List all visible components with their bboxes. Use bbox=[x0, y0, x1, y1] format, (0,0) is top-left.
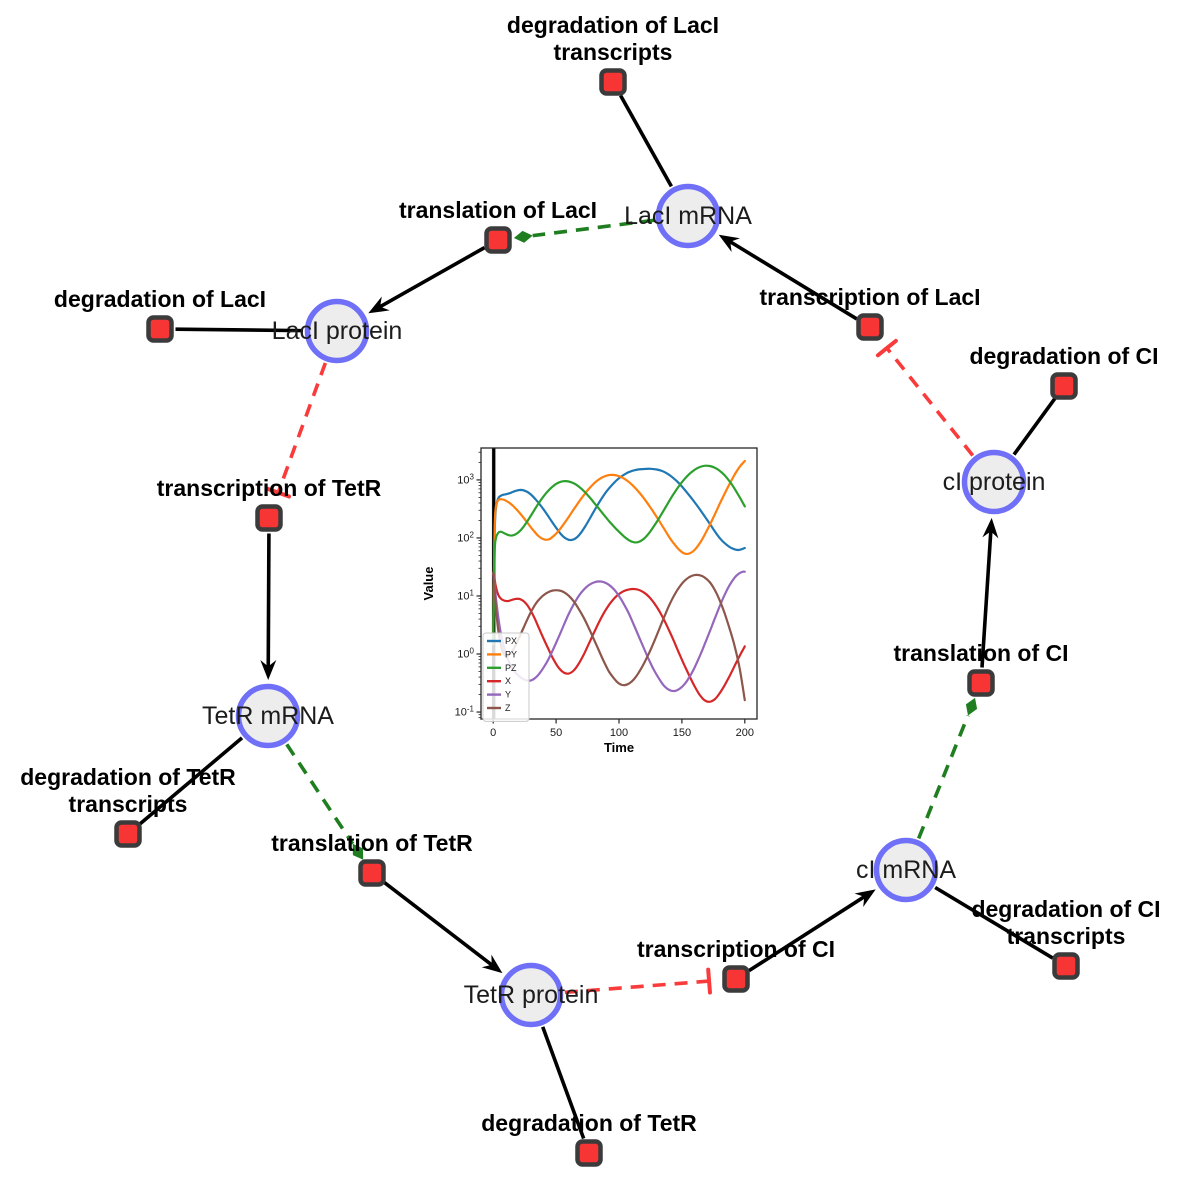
reaction-node-tl-tetr bbox=[358, 859, 386, 887]
x-tick-label: 0 bbox=[490, 727, 496, 739]
reaction-node-deg-ci-tx bbox=[1052, 952, 1080, 980]
reaction-node-deg-laci bbox=[146, 315, 174, 343]
reaction-node-tx-tetr bbox=[255, 504, 283, 532]
diamond-arrowhead-icon bbox=[352, 843, 364, 860]
edge-ci-mrna-to-deg-ci-tx-reactant bbox=[934, 885, 1054, 960]
edge-tl-ci-to-ci-protein-product bbox=[980, 517, 999, 668]
legend-label-PZ: PZ bbox=[505, 663, 517, 673]
edge-laci-mrna-to-deg-laci-tx-reactant bbox=[618, 94, 673, 188]
x-tick-label: 50 bbox=[550, 727, 562, 739]
chart-x-axis-label: Time bbox=[604, 740, 634, 755]
edge-line bbox=[748, 894, 866, 973]
legend-label-Z: Z bbox=[505, 703, 511, 713]
diamond-arrowhead-icon bbox=[513, 230, 533, 243]
edge-ci-protein-to-deg-ci-reactant bbox=[1012, 397, 1057, 456]
edges-layer bbox=[138, 94, 1057, 1140]
edge-tx-laci-to-laci-mrna-product bbox=[718, 234, 858, 321]
edge-laci-mrna-to-tl-laci-modifier bbox=[513, 218, 655, 243]
reaction-node-deg-tetr bbox=[575, 1139, 603, 1167]
edge-line bbox=[175, 327, 304, 333]
edge-line bbox=[916, 714, 970, 840]
y-tick-label: 101 bbox=[457, 588, 474, 602]
y-tick-label: 102 bbox=[457, 530, 474, 544]
edge-line bbox=[383, 881, 494, 967]
chart-legend: PX PY PZ XYZ bbox=[482, 632, 530, 722]
edge-laci-protein-to-deg-laci-reactant bbox=[175, 327, 304, 333]
chart-series-X bbox=[492, 571, 746, 703]
reaction-node-deg-ci bbox=[1050, 372, 1078, 400]
time-series-chart: 0 50 100 150 20010-1100101102103TimeValuePXP… bbox=[421, 447, 758, 755]
edge-line bbox=[378, 246, 486, 309]
edge-line bbox=[980, 530, 993, 668]
edge-tl-tetr-to-tetr-protein-product bbox=[383, 881, 503, 974]
edge-line bbox=[1012, 397, 1057, 456]
edge-line bbox=[266, 533, 271, 668]
x-tick-label: 100 bbox=[610, 727, 628, 739]
edge-line bbox=[934, 885, 1054, 960]
edge-tetr-protein-to-deg-tetr-reactant bbox=[541, 1026, 586, 1140]
chart-y-axis-label: Value bbox=[421, 567, 436, 601]
chart-series-PX bbox=[492, 467, 746, 645]
edge-line bbox=[138, 736, 244, 826]
edge-line bbox=[276, 362, 328, 494]
reaction-node-deg-laci-tx bbox=[599, 68, 627, 96]
legend-label-PX: PX bbox=[505, 636, 517, 646]
reaction-node-tl-ci bbox=[967, 669, 995, 697]
chart-series-Y bbox=[492, 570, 746, 693]
species-node-tetr-protein bbox=[498, 962, 564, 1028]
species-node-ci-protein bbox=[961, 449, 1027, 515]
y-tick-label: 100 bbox=[457, 647, 474, 661]
reaction-node-tx-laci bbox=[856, 313, 884, 341]
edge-tx-tetr-to-tetr-mrna-product bbox=[260, 533, 277, 680]
edge-line bbox=[885, 346, 975, 457]
edge-tl-laci-to-laci-protein-product bbox=[368, 246, 486, 314]
chart-series-group bbox=[492, 459, 746, 703]
chart-series-PY bbox=[492, 459, 746, 645]
edge-laci-protein-to-tx-tetr-inhibition bbox=[265, 362, 328, 499]
edge-ci-protein-to-tx-laci-inhibition bbox=[875, 338, 975, 457]
legend-label-PY: PY bbox=[505, 649, 517, 659]
x-tick-label: 200 bbox=[736, 727, 754, 739]
edge-line bbox=[564, 979, 710, 995]
edge-line bbox=[618, 94, 673, 188]
edge-line bbox=[532, 218, 655, 238]
species-node-ci-mrna bbox=[873, 837, 939, 903]
diamond-arrowhead-icon bbox=[965, 697, 978, 716]
y-tick-label: 10-1 bbox=[455, 705, 475, 719]
edge-line bbox=[285, 743, 355, 845]
y-tick-label: 103 bbox=[457, 472, 474, 486]
x-tick-label: 150 bbox=[673, 727, 691, 739]
arrowhead-icon bbox=[260, 660, 277, 680]
legend-label-Y: Y bbox=[505, 690, 511, 700]
edge-line bbox=[541, 1026, 586, 1140]
edge-line bbox=[728, 239, 858, 321]
chart-series-PZ bbox=[492, 464, 746, 645]
species-node-laci-protein bbox=[304, 298, 370, 364]
edge-tetr-mrna-to-tl-tetr-modifier bbox=[285, 743, 364, 860]
reaction-node-tl-laci bbox=[484, 226, 512, 254]
edge-ci-mrna-to-tl-ci-modifier bbox=[916, 697, 978, 840]
arrowhead-icon bbox=[718, 234, 740, 252]
edge-tetr-protein-to-tx-ci-inhibition bbox=[564, 967, 712, 995]
arrowhead-icon bbox=[368, 296, 390, 314]
arrowhead-icon bbox=[982, 517, 999, 539]
edge-tx-ci-to-ci-mrna-product bbox=[748, 889, 876, 973]
edge-tetr-mrna-to-deg-tetr-tx-reactant bbox=[138, 736, 244, 826]
legend-label-X: X bbox=[505, 676, 511, 686]
reaction-node-deg-tetr-tx bbox=[114, 820, 142, 848]
species-node-laci-mrna bbox=[655, 183, 721, 249]
reaction-node-tx-ci bbox=[722, 965, 750, 993]
species-node-tetr-mrna bbox=[235, 683, 301, 749]
